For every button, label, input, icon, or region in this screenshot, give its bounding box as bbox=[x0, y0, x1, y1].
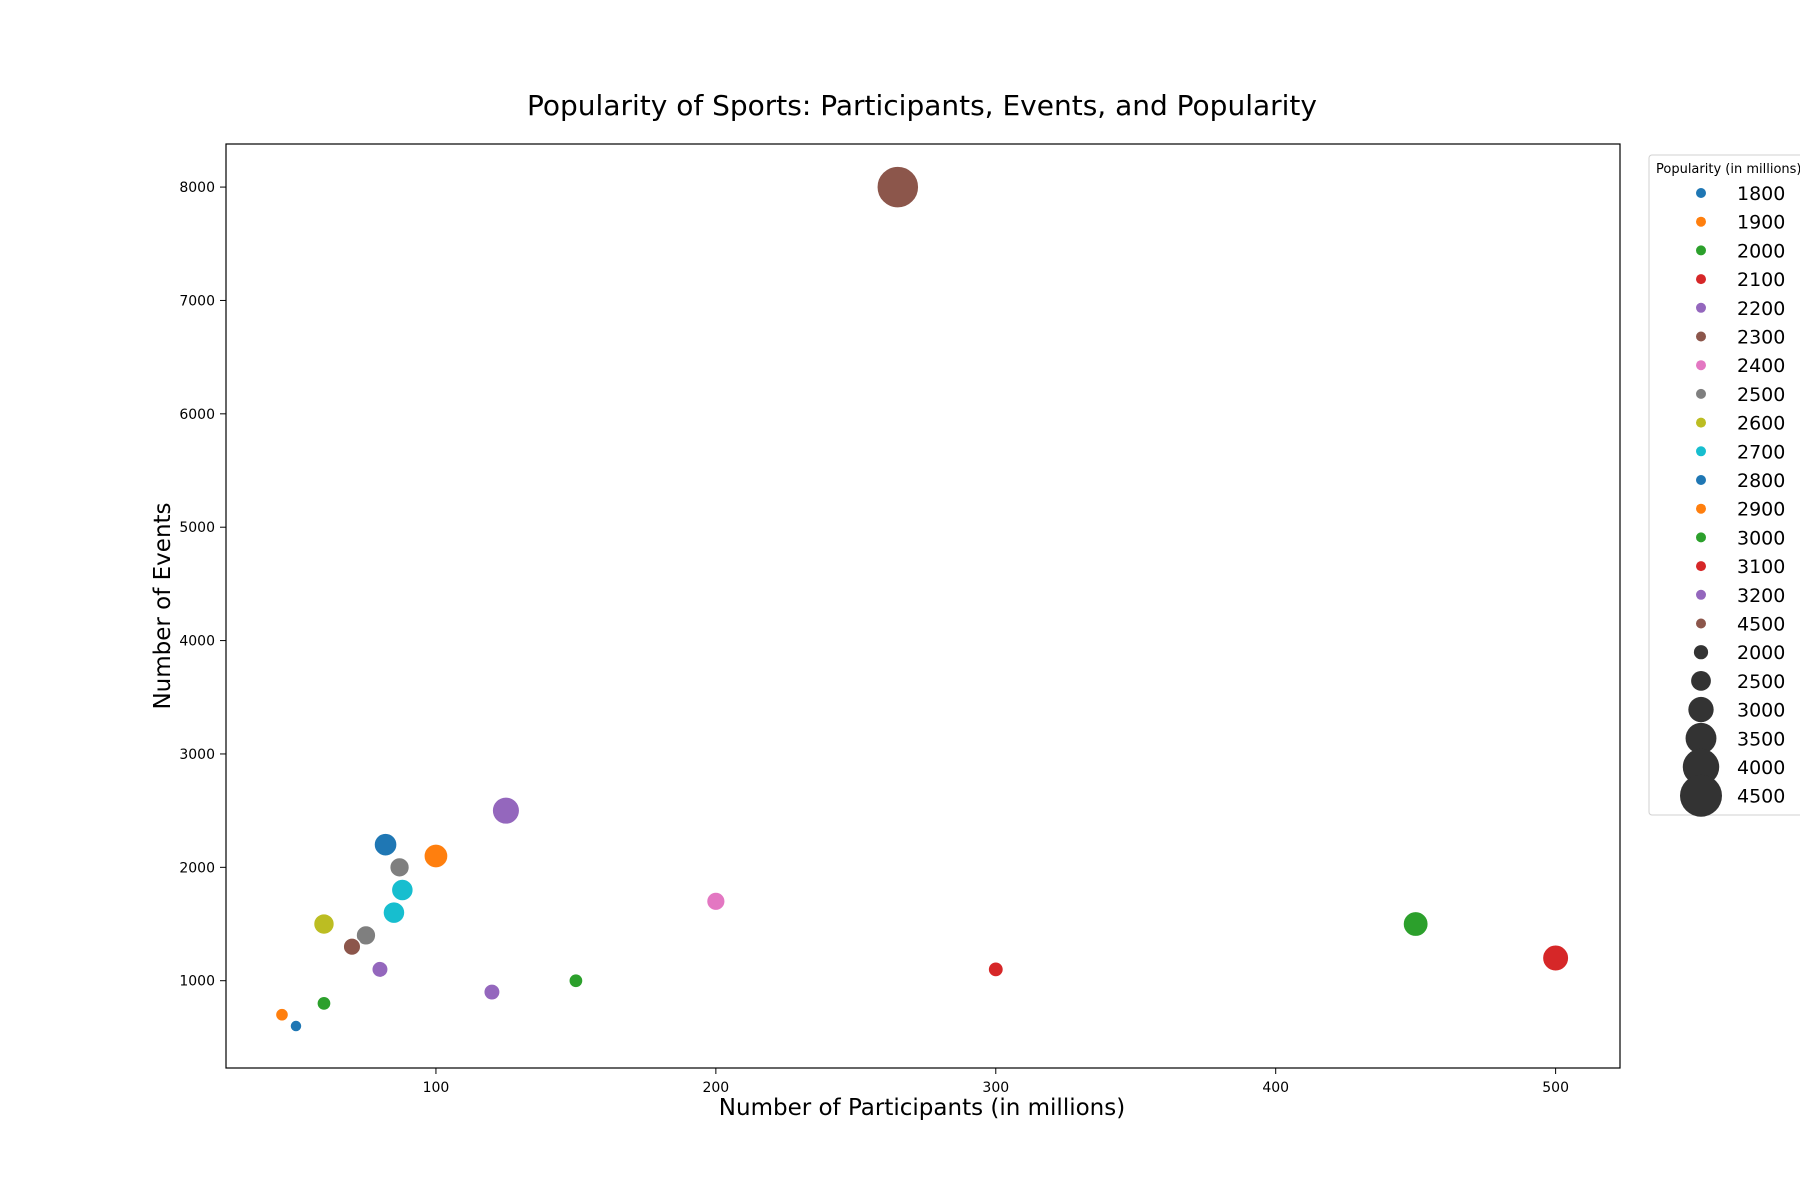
legend-marker bbox=[1696, 532, 1706, 543]
legend-label: 2000 bbox=[1737, 240, 1785, 262]
data-point bbox=[1402, 910, 1430, 938]
legend-label: 2800 bbox=[1737, 470, 1785, 492]
data-point bbox=[312, 912, 336, 936]
legend-marker bbox=[1696, 446, 1706, 457]
y-tick-label: 7000 bbox=[179, 293, 215, 309]
data-point bbox=[388, 856, 411, 878]
data-point bbox=[289, 1019, 303, 1033]
legend-items: 1800 1900 2000 2100 2200 2300 2400 2500 2600 2700… bbox=[1680, 183, 1785, 817]
data-point bbox=[274, 1007, 290, 1023]
data-point bbox=[342, 937, 362, 957]
x-tick-label: 100 bbox=[423, 1080, 450, 1096]
legend-size-marker bbox=[1682, 748, 1720, 786]
y-tick-label: 6000 bbox=[179, 407, 215, 423]
legend-label: 2500 bbox=[1737, 671, 1785, 693]
legend-label: 1800 bbox=[1737, 183, 1785, 205]
legend-size-marker bbox=[1685, 722, 1717, 754]
y-tick-label: 1000 bbox=[179, 974, 215, 990]
legend-label: 1900 bbox=[1737, 212, 1785, 234]
x-tick-label: 200 bbox=[702, 1080, 729, 1096]
legend-label: 3000 bbox=[1737, 527, 1785, 549]
legend-label: 4500 bbox=[1737, 786, 1785, 808]
legend-marker bbox=[1696, 417, 1706, 428]
data-point bbox=[370, 960, 389, 979]
legend-marker bbox=[1696, 216, 1706, 227]
data-point bbox=[316, 995, 332, 1012]
legend-label: 2900 bbox=[1737, 499, 1785, 521]
data-point bbox=[423, 843, 449, 869]
legend-label: 2500 bbox=[1737, 384, 1785, 406]
y-tick-label: 5000 bbox=[179, 520, 215, 536]
legend-label: 2400 bbox=[1737, 355, 1785, 377]
data-point bbox=[705, 891, 726, 912]
y-tick-label: 4000 bbox=[179, 634, 215, 650]
data-points bbox=[274, 165, 1570, 1033]
y-axis-label: Number of Events bbox=[150, 502, 176, 709]
data-point bbox=[987, 960, 1005, 978]
legend: Popularity (in millions) 1800 1900 2000 210… bbox=[1648, 154, 1800, 817]
legend-marker bbox=[1696, 331, 1706, 342]
data-point bbox=[491, 796, 521, 826]
legend-marker bbox=[1696, 503, 1706, 514]
data-point bbox=[373, 832, 398, 857]
legend-size-marker bbox=[1680, 774, 1722, 817]
y-tick-label: 8000 bbox=[179, 180, 215, 196]
y-tick-label: 3000 bbox=[179, 747, 215, 763]
legend-label: 4000 bbox=[1737, 757, 1785, 779]
data-point bbox=[482, 983, 501, 1002]
data-point bbox=[355, 924, 377, 946]
legend-label: 2300 bbox=[1737, 327, 1785, 349]
x-axis: 100 200 300 400 500 bbox=[423, 1068, 1569, 1096]
data-point bbox=[568, 972, 584, 989]
legend-label: 3500 bbox=[1737, 728, 1785, 750]
legend-marker bbox=[1696, 589, 1706, 600]
legend-label: 3100 bbox=[1737, 556, 1785, 578]
legend-label: 2700 bbox=[1737, 441, 1785, 463]
legend-marker bbox=[1696, 475, 1706, 485]
legend-size-marker bbox=[1691, 671, 1711, 691]
legend-label: 2100 bbox=[1737, 269, 1785, 291]
legend-label: 2600 bbox=[1737, 413, 1785, 435]
legend-marker bbox=[1696, 618, 1706, 629]
x-tick-label: 500 bbox=[1542, 1080, 1569, 1096]
legend-label: 3000 bbox=[1737, 700, 1785, 722]
data-point bbox=[390, 878, 415, 902]
legend-size-marker bbox=[1688, 696, 1714, 723]
x-axis-label: Number of Participants (in millions) bbox=[719, 1095, 1125, 1121]
legend-marker bbox=[1696, 561, 1706, 572]
x-tick-label: 300 bbox=[982, 1080, 1009, 1096]
chart-title: Popularity of Sports: Participants, Even… bbox=[527, 89, 1317, 122]
data-point bbox=[876, 165, 920, 209]
plot-frame bbox=[225, 143, 1621, 1069]
legend-label: 2200 bbox=[1737, 298, 1785, 320]
x-tick-label: 400 bbox=[1262, 1080, 1289, 1096]
legend-frame bbox=[1648, 154, 1800, 816]
legend-marker bbox=[1696, 188, 1706, 198]
legend-title: Popularity (in millions) bbox=[1656, 162, 1800, 177]
legend-label: 2000 bbox=[1737, 642, 1785, 664]
y-axis: 1000 2000 3000 4000 5000 6000 7000 8000 bbox=[179, 180, 226, 990]
legend-marker bbox=[1696, 388, 1706, 399]
legend-marker bbox=[1696, 302, 1706, 313]
legend-label: 3200 bbox=[1737, 585, 1785, 607]
y-tick-label: 2000 bbox=[179, 860, 215, 876]
legend-marker bbox=[1696, 274, 1706, 285]
legend-marker bbox=[1696, 245, 1706, 256]
data-point bbox=[1541, 944, 1570, 972]
legend-size-marker bbox=[1693, 645, 1709, 660]
data-point bbox=[382, 900, 406, 925]
legend-label: 4500 bbox=[1737, 614, 1785, 636]
legend-marker bbox=[1696, 360, 1706, 371]
